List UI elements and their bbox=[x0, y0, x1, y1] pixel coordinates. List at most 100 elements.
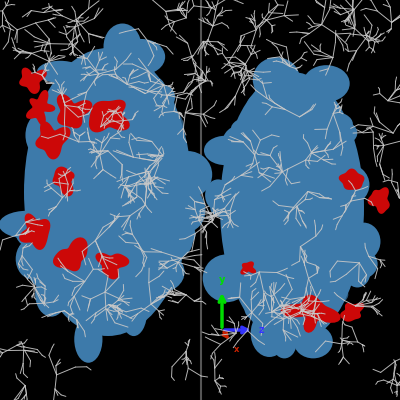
Ellipse shape bbox=[90, 125, 114, 162]
Ellipse shape bbox=[38, 218, 79, 242]
Ellipse shape bbox=[16, 238, 50, 279]
Ellipse shape bbox=[118, 39, 165, 75]
Ellipse shape bbox=[254, 63, 287, 102]
Ellipse shape bbox=[98, 203, 131, 226]
Ellipse shape bbox=[300, 244, 328, 292]
Ellipse shape bbox=[95, 175, 133, 198]
Ellipse shape bbox=[114, 290, 150, 313]
Ellipse shape bbox=[313, 152, 332, 181]
Ellipse shape bbox=[123, 74, 165, 102]
Ellipse shape bbox=[84, 232, 119, 253]
Ellipse shape bbox=[276, 81, 298, 119]
Ellipse shape bbox=[87, 55, 130, 94]
Ellipse shape bbox=[305, 109, 325, 136]
Ellipse shape bbox=[312, 284, 348, 306]
Ellipse shape bbox=[114, 218, 153, 246]
Ellipse shape bbox=[97, 264, 123, 285]
Ellipse shape bbox=[56, 288, 87, 313]
Ellipse shape bbox=[278, 73, 303, 111]
Ellipse shape bbox=[117, 288, 158, 309]
Polygon shape bbox=[19, 213, 50, 250]
Ellipse shape bbox=[221, 126, 253, 170]
Ellipse shape bbox=[167, 188, 206, 232]
Ellipse shape bbox=[285, 111, 303, 148]
Ellipse shape bbox=[32, 184, 64, 228]
Ellipse shape bbox=[306, 116, 344, 154]
Text: y: y bbox=[219, 275, 225, 285]
Ellipse shape bbox=[260, 82, 292, 118]
Ellipse shape bbox=[82, 166, 104, 184]
Ellipse shape bbox=[278, 194, 306, 222]
Ellipse shape bbox=[222, 262, 256, 290]
Polygon shape bbox=[35, 121, 70, 160]
Ellipse shape bbox=[177, 198, 200, 229]
Ellipse shape bbox=[344, 257, 370, 288]
Ellipse shape bbox=[304, 211, 322, 236]
Ellipse shape bbox=[60, 251, 108, 301]
Ellipse shape bbox=[92, 155, 121, 196]
Ellipse shape bbox=[274, 188, 294, 212]
Polygon shape bbox=[95, 253, 129, 280]
Ellipse shape bbox=[97, 108, 146, 136]
Ellipse shape bbox=[56, 147, 90, 181]
Ellipse shape bbox=[43, 204, 89, 228]
Ellipse shape bbox=[124, 101, 166, 140]
Ellipse shape bbox=[323, 120, 357, 145]
Ellipse shape bbox=[296, 246, 320, 264]
Ellipse shape bbox=[131, 66, 158, 112]
Ellipse shape bbox=[82, 145, 101, 166]
Ellipse shape bbox=[314, 184, 352, 227]
Ellipse shape bbox=[275, 284, 298, 317]
Ellipse shape bbox=[287, 120, 306, 152]
Ellipse shape bbox=[92, 279, 136, 298]
Polygon shape bbox=[339, 168, 364, 190]
Polygon shape bbox=[19, 68, 47, 94]
Ellipse shape bbox=[291, 211, 309, 246]
Ellipse shape bbox=[26, 241, 62, 259]
Ellipse shape bbox=[301, 114, 322, 148]
Ellipse shape bbox=[308, 198, 352, 235]
Ellipse shape bbox=[227, 194, 250, 222]
Ellipse shape bbox=[27, 250, 81, 291]
Ellipse shape bbox=[308, 111, 353, 137]
Ellipse shape bbox=[64, 82, 106, 117]
Ellipse shape bbox=[271, 313, 307, 333]
Ellipse shape bbox=[285, 318, 322, 347]
Ellipse shape bbox=[295, 114, 321, 162]
Ellipse shape bbox=[136, 229, 174, 277]
Ellipse shape bbox=[58, 253, 96, 282]
Ellipse shape bbox=[137, 142, 178, 179]
Ellipse shape bbox=[116, 122, 145, 162]
Ellipse shape bbox=[83, 274, 119, 302]
Ellipse shape bbox=[102, 84, 152, 108]
Ellipse shape bbox=[107, 222, 152, 254]
Ellipse shape bbox=[260, 204, 286, 221]
Ellipse shape bbox=[251, 310, 288, 357]
Ellipse shape bbox=[61, 76, 104, 122]
Ellipse shape bbox=[95, 62, 114, 103]
Ellipse shape bbox=[46, 220, 96, 241]
Ellipse shape bbox=[268, 318, 299, 347]
Ellipse shape bbox=[120, 288, 147, 336]
Ellipse shape bbox=[0, 211, 55, 238]
Ellipse shape bbox=[152, 221, 193, 260]
Ellipse shape bbox=[57, 66, 82, 106]
Ellipse shape bbox=[147, 84, 175, 134]
Ellipse shape bbox=[347, 223, 380, 260]
Ellipse shape bbox=[64, 271, 111, 318]
Ellipse shape bbox=[278, 198, 315, 220]
Ellipse shape bbox=[130, 163, 175, 197]
Ellipse shape bbox=[228, 164, 275, 208]
Ellipse shape bbox=[323, 163, 370, 206]
Ellipse shape bbox=[284, 195, 301, 224]
Ellipse shape bbox=[74, 316, 102, 363]
Ellipse shape bbox=[341, 249, 378, 280]
Ellipse shape bbox=[68, 250, 92, 293]
Ellipse shape bbox=[281, 188, 314, 220]
Ellipse shape bbox=[164, 220, 196, 248]
Ellipse shape bbox=[220, 72, 364, 344]
Ellipse shape bbox=[324, 208, 344, 232]
Ellipse shape bbox=[50, 184, 80, 217]
Ellipse shape bbox=[99, 159, 118, 199]
Ellipse shape bbox=[261, 126, 299, 166]
